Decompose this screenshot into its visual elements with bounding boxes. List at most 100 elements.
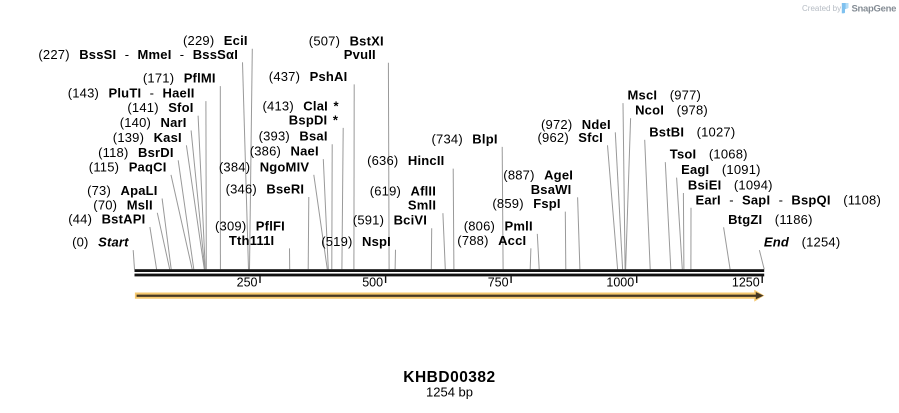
svg-text:*: *: [333, 112, 339, 127]
svg-text:MslI: MslI: [127, 197, 153, 212]
svg-text:(44): (44): [68, 212, 92, 227]
svg-text:(437): (437): [269, 69, 300, 84]
svg-text:-: -: [125, 47, 130, 62]
svg-text:BstBI: BstBI: [649, 124, 684, 139]
svg-text:-: -: [779, 192, 784, 207]
svg-text:(806): (806): [464, 218, 495, 233]
svg-text:500: 500: [362, 275, 383, 289]
svg-text:(70): (70): [93, 197, 117, 212]
svg-text:MscI: MscI: [628, 88, 658, 103]
svg-text:(393): (393): [259, 129, 290, 144]
svg-text:PluTI: PluTI: [109, 86, 142, 101]
svg-text:1000: 1000: [606, 275, 634, 289]
svg-text:250: 250: [237, 275, 258, 289]
svg-text:(734): (734): [432, 131, 463, 146]
svg-text:HaeII: HaeII: [163, 86, 195, 101]
svg-text:BstAPI: BstAPI: [102, 212, 146, 227]
svg-text:(1186): (1186): [775, 212, 813, 227]
svg-text:NspI: NspI: [362, 234, 391, 249]
svg-text:PflMI: PflMI: [184, 71, 216, 86]
svg-text:(346): (346): [226, 182, 257, 197]
svg-text:BtgZI: BtgZI: [728, 212, 762, 227]
svg-text:(859): (859): [492, 196, 523, 211]
svg-text:(1254): (1254): [802, 235, 841, 250]
svg-text:750: 750: [488, 275, 509, 289]
svg-text:(384): (384): [219, 159, 250, 174]
svg-text:BspQI: BspQI: [791, 192, 830, 207]
svg-text:TsoI: TsoI: [670, 147, 697, 162]
svg-text:(978): (978): [677, 103, 708, 118]
svg-text:BseRI: BseRI: [266, 182, 304, 197]
svg-text:(977): (977): [670, 88, 701, 103]
svg-text:BssSαI: BssSαI: [193, 47, 238, 62]
svg-text:Created by: Created by: [802, 4, 841, 13]
svg-text:PflFI: PflFI: [256, 218, 285, 233]
svg-text:(962): (962): [538, 130, 569, 145]
svg-text:PaqCI: PaqCI: [129, 159, 167, 174]
svg-text:(115): (115): [89, 159, 119, 174]
svg-text:(139): (139): [113, 130, 144, 145]
svg-text:(887): (887): [503, 167, 534, 182]
svg-text:(73): (73): [87, 183, 111, 198]
svg-text:EarI: EarI: [696, 192, 721, 207]
svg-text:NaeI: NaeI: [291, 144, 319, 159]
svg-text:SfcI: SfcI: [578, 130, 603, 145]
svg-text:MmeI: MmeI: [138, 47, 172, 62]
svg-text:(519): (519): [321, 234, 352, 249]
svg-text:1254 bp: 1254 bp: [426, 385, 473, 400]
svg-text:(788): (788): [457, 233, 488, 248]
svg-text:HincII: HincII: [408, 153, 445, 168]
svg-text:BstXI: BstXI: [350, 33, 384, 48]
svg-text:(413): (413): [263, 99, 294, 114]
svg-text:(140): (140): [120, 115, 151, 130]
svg-text:SnapGene: SnapGene: [852, 3, 897, 14]
svg-text:SmlI: SmlI: [408, 198, 436, 213]
svg-text:BsiEI: BsiEI: [688, 178, 722, 193]
svg-text:BlpI: BlpI: [472, 131, 497, 146]
svg-text:(1108): (1108): [843, 192, 881, 207]
svg-text:BssSI: BssSI: [79, 47, 116, 62]
svg-text:BciVI: BciVI: [394, 213, 428, 228]
svg-text:PvuII: PvuII: [344, 47, 376, 62]
svg-text:BspDI: BspDI: [289, 112, 328, 127]
svg-text:(507): (507): [309, 33, 340, 48]
svg-text:ApaLI: ApaLI: [121, 183, 158, 198]
svg-text:(1094): (1094): [734, 178, 773, 193]
svg-text:1250: 1250: [732, 275, 760, 289]
svg-text:BsrDI: BsrDI: [138, 145, 174, 160]
svg-text:(1091): (1091): [722, 162, 761, 177]
svg-text:-: -: [180, 47, 185, 62]
svg-text:End: End: [764, 235, 790, 250]
svg-text:SfoI: SfoI: [168, 100, 193, 115]
svg-text:PmlI: PmlI: [505, 218, 533, 233]
svg-text:BsaI: BsaI: [299, 129, 327, 144]
svg-text:NarI: NarI: [161, 115, 187, 130]
svg-text:(619): (619): [370, 183, 401, 198]
svg-text:(1027): (1027): [697, 124, 736, 139]
svg-text:AccI: AccI: [498, 233, 526, 248]
svg-text:(171): (171): [143, 71, 174, 86]
svg-text:(141): (141): [127, 100, 158, 115]
svg-text:-: -: [150, 86, 155, 101]
svg-text:(0): (0): [72, 235, 89, 250]
svg-text:(591): (591): [353, 213, 384, 228]
svg-text:EagI: EagI: [681, 162, 709, 177]
svg-text:(118): (118): [98, 145, 128, 160]
svg-text:(227): (227): [38, 47, 69, 62]
svg-text:AgeI: AgeI: [544, 167, 573, 182]
svg-text:KasI: KasI: [154, 130, 182, 145]
svg-text:(636): (636): [367, 153, 398, 168]
svg-text:ClaI: ClaI: [303, 99, 328, 114]
svg-text:(309): (309): [215, 218, 246, 233]
svg-text:FspI: FspI: [533, 196, 561, 211]
svg-text:(386): (386): [250, 144, 281, 159]
svg-text:NcoI: NcoI: [635, 103, 664, 118]
svg-text:-: -: [729, 192, 734, 207]
svg-text:(1068): (1068): [709, 147, 748, 162]
svg-text:*: *: [334, 99, 340, 114]
svg-text:AflII: AflII: [411, 183, 437, 198]
svg-text:BsaWI: BsaWI: [531, 182, 572, 197]
svg-text:Tth111I: Tth111I: [229, 233, 274, 248]
svg-text:KHBD00382: KHBD00382: [403, 369, 495, 386]
svg-text:NgoMIV: NgoMIV: [260, 159, 310, 174]
